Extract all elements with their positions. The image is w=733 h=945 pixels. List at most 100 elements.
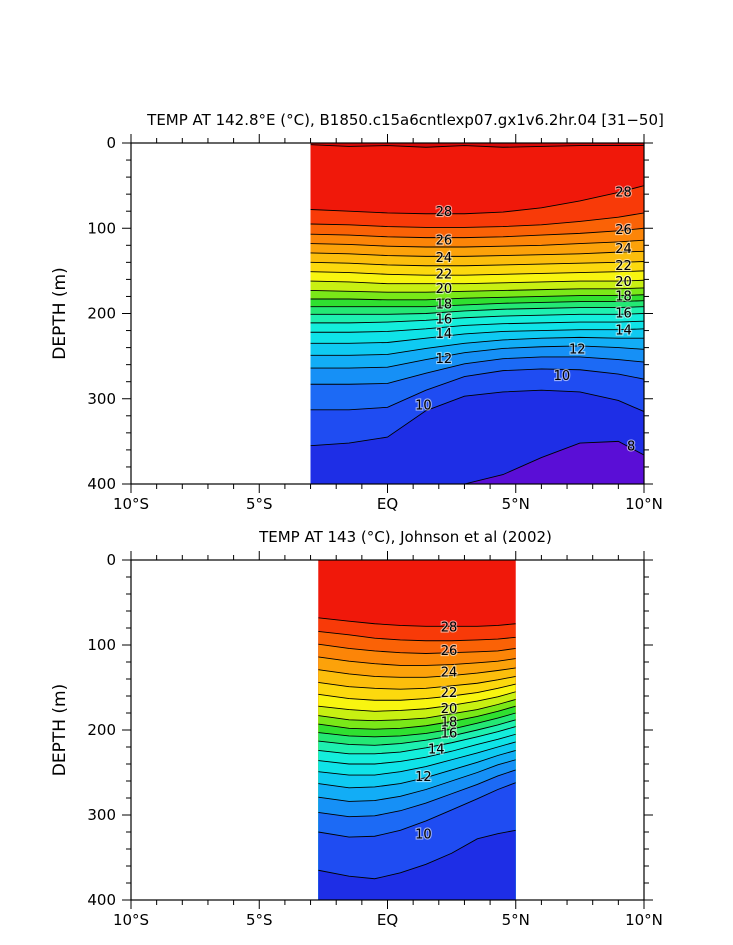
contour-label-text: 12 <box>415 770 432 785</box>
contour-label-text: 20 <box>441 702 458 717</box>
contour-label-text: 16 <box>615 307 632 322</box>
y-tick-label: 400 <box>87 891 116 909</box>
contour-line-28 <box>318 617 516 627</box>
contour-label-halo: 14 <box>615 324 632 339</box>
contour-label-halo: 18 <box>615 290 632 305</box>
contour-label-text: 18 <box>441 716 458 731</box>
contour-line-21 <box>310 279 644 285</box>
contour-line-21 <box>318 691 516 712</box>
y-tick-label: 0 <box>106 551 116 569</box>
contour-label-text: 16 <box>441 727 458 742</box>
contour-line-27 <box>310 212 644 228</box>
contour-line-25 <box>318 656 516 666</box>
contour-line-27 <box>318 630 516 642</box>
contour-label-text: 12 <box>436 352 453 367</box>
contour-label-halo: 12 <box>415 770 432 785</box>
contour-label-halo: 26 <box>436 233 453 248</box>
x-tick-label: 10°S <box>113 495 149 513</box>
contour-line-20 <box>318 698 516 722</box>
y-tick-label: 200 <box>87 721 116 739</box>
contour-line-15 <box>318 733 516 765</box>
contour-line-11 <box>310 356 644 385</box>
contour-line-18 <box>310 300 644 308</box>
contour-label-text: 22 <box>615 259 632 274</box>
contour-label-halo: 20 <box>436 282 453 297</box>
contour-label-halo: 16 <box>441 727 458 742</box>
contour-label-text: 28 <box>615 186 632 201</box>
y-tick-label: 200 <box>87 305 116 323</box>
contour-label-text: 18 <box>436 297 453 312</box>
y-tick-label: 300 <box>87 806 116 824</box>
contour-label-halo: 10 <box>415 828 432 843</box>
contour-label-text: 14 <box>436 327 453 342</box>
contour-label-halo: 16 <box>615 307 632 322</box>
contour-label-halo: 24 <box>436 251 453 266</box>
contour-label-text: 16 <box>436 313 453 328</box>
contour-label-halo: 8 <box>627 440 635 455</box>
contour-line-14 <box>318 741 516 776</box>
contour-line-17 <box>310 306 644 315</box>
contour-label-halo: 26 <box>615 223 632 238</box>
x-tick-label: EQ <box>377 495 398 513</box>
contour-label-halo: 12 <box>436 352 453 367</box>
contour-label-text: 26 <box>441 644 458 659</box>
contour-line-13 <box>318 749 516 789</box>
contour-label-text: 28 <box>436 205 453 220</box>
contour-label-halo: 14 <box>436 327 453 342</box>
contour-line-24 <box>318 667 516 678</box>
contour-line-23 <box>318 676 516 690</box>
contour-label-text: 28 <box>441 620 458 635</box>
contour-band-8 <box>310 441 644 484</box>
contour-label-halo: 28 <box>441 620 458 635</box>
chart-title: TEMP AT 143 (°C), Johnson et al (2002) <box>258 528 552 546</box>
x-tick-label: 5°N <box>502 911 530 929</box>
x-tick-label: EQ <box>377 911 398 929</box>
contour-label-text: 14 <box>615 324 632 339</box>
contour-label-halo: 18 <box>441 716 458 731</box>
contour-line-23 <box>310 261 644 267</box>
contour-lines <box>318 560 516 880</box>
contour-label-halo: 24 <box>441 665 458 680</box>
contour-label-text: 24 <box>436 251 453 266</box>
x-tick-label: 10°N <box>625 911 663 929</box>
contour-line-22 <box>310 270 644 276</box>
contour-label-halo: 28 <box>436 205 453 220</box>
contour-label-halo: 10 <box>554 369 571 384</box>
contour-label-text: 22 <box>436 267 453 282</box>
contour-label-text: 26 <box>436 233 453 248</box>
contour-line-14 <box>310 328 644 344</box>
contour-line-18 <box>318 712 516 738</box>
contour-line-22 <box>318 683 516 701</box>
contour-label-text: 10 <box>415 399 432 414</box>
contour-fills <box>318 560 516 900</box>
contour-label-text: 24 <box>441 665 458 680</box>
contour-line-12 <box>310 345 644 369</box>
contour-line-9 <box>310 389 644 447</box>
contour-label-text: 22 <box>441 686 458 701</box>
contour-label-halo: 20 <box>615 275 632 290</box>
contour-line-11 <box>318 769 516 818</box>
contour-line-15 <box>310 320 644 333</box>
contour-line-28 <box>310 185 644 215</box>
contour-label-text: 10 <box>554 369 571 384</box>
x-tick-label: 10°N <box>625 495 663 513</box>
